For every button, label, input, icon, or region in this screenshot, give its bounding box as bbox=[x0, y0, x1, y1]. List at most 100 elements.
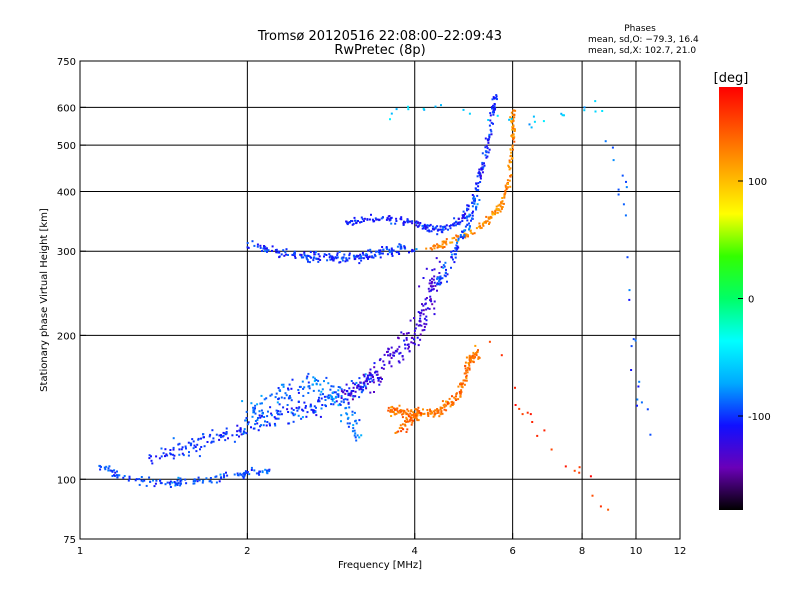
echo-point bbox=[364, 254, 367, 257]
y-tick-label: 750 bbox=[57, 57, 76, 68]
echo-point bbox=[280, 413, 283, 416]
echo-point bbox=[434, 409, 437, 412]
echo-point bbox=[317, 400, 319, 403]
echo-point bbox=[389, 218, 392, 221]
echo-point bbox=[406, 428, 409, 431]
echo-point bbox=[440, 266, 443, 269]
echo-point bbox=[215, 433, 218, 436]
echo-point bbox=[429, 285, 432, 288]
echo-point bbox=[331, 258, 333, 261]
echo-point bbox=[256, 403, 259, 406]
echo-point bbox=[332, 259, 335, 262]
echo-point bbox=[277, 417, 280, 420]
echo-point bbox=[261, 412, 264, 415]
echo-point bbox=[159, 479, 162, 482]
echo-point bbox=[521, 413, 524, 416]
echo-point bbox=[400, 331, 403, 334]
echo-point bbox=[439, 228, 442, 231]
echo-point bbox=[261, 250, 264, 252]
echo-point bbox=[211, 429, 214, 432]
echo-point bbox=[395, 431, 398, 434]
echo-point bbox=[465, 369, 468, 372]
echo-point bbox=[646, 408, 649, 411]
echo-point bbox=[416, 409, 419, 411]
echo-point bbox=[427, 287, 430, 290]
echo-point bbox=[393, 411, 396, 414]
echo-point bbox=[491, 107, 493, 110]
echo-point bbox=[489, 128, 492, 131]
echo-point bbox=[277, 410, 280, 413]
echo-point bbox=[265, 397, 268, 400]
echo-point bbox=[407, 105, 409, 108]
echo-point bbox=[268, 422, 271, 425]
echo-point bbox=[359, 256, 362, 259]
echo-point bbox=[404, 343, 406, 346]
echo-point bbox=[467, 235, 469, 238]
echo-point bbox=[441, 412, 444, 415]
echo-point bbox=[345, 220, 348, 223]
echo-point bbox=[116, 470, 118, 473]
echo-point bbox=[457, 246, 460, 249]
echo-point bbox=[287, 411, 290, 413]
echo-point bbox=[166, 481, 169, 484]
echo-point bbox=[433, 300, 436, 303]
echo-point bbox=[463, 234, 466, 237]
echo-point bbox=[260, 394, 263, 397]
echo-point bbox=[212, 440, 215, 443]
echo-point bbox=[361, 389, 364, 392]
echo-point bbox=[440, 104, 442, 107]
echo-point bbox=[451, 237, 454, 240]
echo-point bbox=[468, 367, 471, 370]
echo-point bbox=[336, 393, 339, 396]
echo-point bbox=[317, 257, 320, 260]
echo-point bbox=[353, 429, 356, 432]
echo-point bbox=[564, 465, 567, 468]
echo-point bbox=[357, 385, 360, 388]
echo-point bbox=[425, 267, 428, 270]
echo-point bbox=[628, 289, 631, 292]
echo-point bbox=[282, 406, 285, 409]
echo-point bbox=[489, 114, 492, 117]
echo-point bbox=[373, 366, 376, 369]
echo-point bbox=[470, 219, 472, 222]
echo-point bbox=[317, 379, 320, 382]
echo-point bbox=[400, 430, 403, 433]
echo-point bbox=[470, 232, 473, 234]
echo-point bbox=[388, 362, 391, 365]
echo-point bbox=[513, 109, 515, 112]
echo-point bbox=[468, 354, 471, 357]
echo-point bbox=[479, 181, 482, 183]
echo-point bbox=[238, 429, 241, 432]
echo-point bbox=[373, 391, 375, 393]
echo-point bbox=[312, 409, 315, 412]
echo-point bbox=[410, 417, 413, 420]
echo-point bbox=[422, 304, 425, 307]
echo-point bbox=[173, 454, 176, 457]
echo-point bbox=[490, 106, 493, 109]
echo-point bbox=[464, 372, 467, 375]
echo-point bbox=[440, 410, 443, 413]
echo-point bbox=[583, 106, 586, 109]
echo-point bbox=[402, 358, 405, 361]
echo-point bbox=[285, 248, 288, 251]
echo-point bbox=[365, 378, 368, 381]
echo-point bbox=[288, 396, 291, 399]
echo-point bbox=[416, 419, 419, 422]
echo-point bbox=[438, 415, 441, 418]
echo-point bbox=[346, 398, 349, 401]
echo-point bbox=[401, 355, 404, 358]
echo-point bbox=[314, 411, 317, 414]
echo-point bbox=[378, 383, 381, 386]
echo-point bbox=[348, 221, 351, 224]
echo-point bbox=[172, 446, 175, 449]
echo-point bbox=[474, 187, 477, 190]
echo-point bbox=[423, 322, 426, 325]
echo-point bbox=[389, 353, 392, 356]
echo-point bbox=[233, 473, 236, 476]
echo-point bbox=[484, 150, 487, 153]
echo-point bbox=[372, 376, 374, 378]
echo-point bbox=[472, 195, 475, 198]
echo-point bbox=[297, 414, 300, 417]
echo-point bbox=[423, 328, 426, 331]
echo-point bbox=[425, 226, 428, 229]
